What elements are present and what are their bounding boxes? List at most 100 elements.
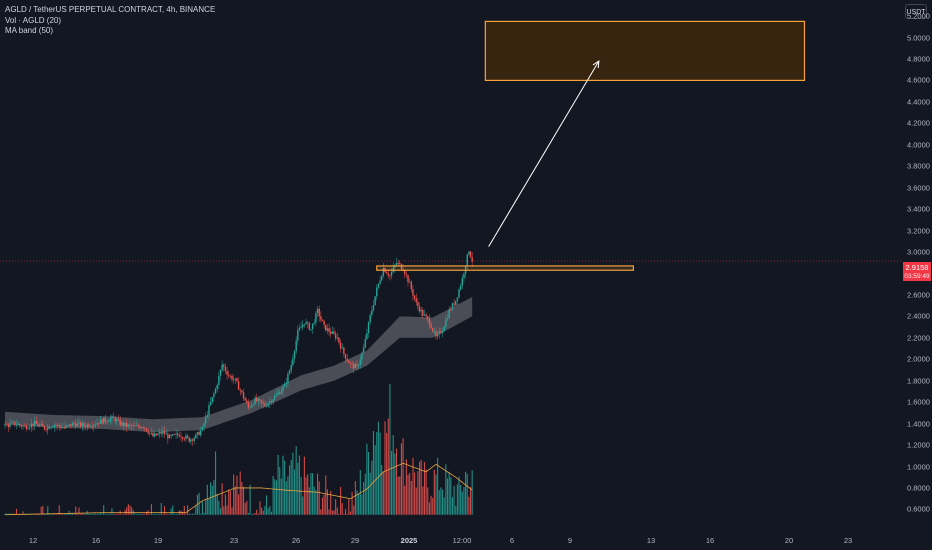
volume-bar [228,489,230,515]
candle-body [262,402,264,404]
candle-body [397,262,399,264]
candle-body [206,415,209,417]
volume-bar [351,491,353,515]
bar-countdown: 03:59:49 [904,273,930,280]
volume-bar [57,513,59,515]
volume-bar [195,506,197,515]
candle-body [218,375,220,386]
volume-bar [392,434,394,515]
volume-bar [213,479,215,515]
price-tick-label: 2.6000 [907,290,930,300]
volume-bar [215,451,217,515]
candle-body [79,422,82,427]
candle-body [246,400,248,403]
price-tick-label: 1.2000 [907,440,930,450]
candle-body [53,425,56,428]
chart-legend: AGLD / TetherUS PERPETUAL CONTRACT, 4h, … [5,5,215,37]
ma-band-indicator-label[interactable]: MA band (50) [5,26,54,35]
volume-bar [348,498,350,515]
volume-indicator-label[interactable]: Vol · AGLD (20) [5,15,62,25]
volume-bar [40,506,42,515]
volume-bar [244,502,246,515]
candle-body [251,405,253,408]
volume-bar [461,491,463,515]
volume-bar [62,513,64,515]
volume-bar [154,513,156,515]
candle-body [377,283,380,288]
candle-body [134,425,136,427]
volume-bar [190,513,192,515]
volume-bar [117,513,120,515]
volume-bar [242,486,245,515]
volume-bar [114,513,116,515]
candle-body [408,281,411,283]
candle-body [104,417,107,422]
candle-body [326,328,329,331]
volume-bar [361,494,363,515]
volume-bar [353,505,355,515]
volume-bars [4,384,473,515]
volume-bar [418,461,421,515]
volume-bar [129,505,131,515]
volume-bar [282,455,284,515]
volume-bar [323,494,325,515]
volume-bar [155,513,157,515]
volume-bar [177,513,179,515]
volume-bar [159,513,161,515]
volume-bar [300,476,302,515]
candle-body [157,433,159,436]
volume-bar [200,513,202,515]
candle-body [129,424,131,426]
volume-bar [254,513,256,515]
time-tick-label: 16 [705,536,715,545]
volume-bar [387,418,389,515]
candle-body [422,309,424,316]
candle-body [175,433,177,435]
candle-body [260,400,263,403]
symbol-title[interactable]: AGLD / TetherUS PERPETUAL CONTRACT, 4h, … [5,5,216,14]
volume-bar [48,513,50,515]
target-zone [484,20,806,81]
candle-body [315,312,317,323]
candle-body [333,331,335,334]
volume-bar [50,513,52,515]
volume-bar [297,462,299,515]
candle-body [389,275,391,277]
volume-bar [409,472,411,515]
candle-body [357,364,360,366]
candle-body [249,407,251,408]
volume-bar [231,507,233,515]
volume-bar [127,504,129,515]
candle-body [405,274,408,276]
candle-body [167,433,169,439]
currency-button[interactable]: USDT [905,4,927,19]
volume-bar [272,476,274,515]
volume-bar [233,474,235,515]
candle-body [323,321,325,325]
candle-body [162,430,164,434]
price-tick-label: 1.8000 [907,376,930,386]
candle-body [369,314,371,323]
volume-bar [239,471,241,515]
candle-body [213,393,215,398]
price-tick-label: 0.8000 [907,483,930,493]
candle-body [277,392,279,395]
candle-body [239,389,241,391]
candle-body [354,364,357,369]
candle-body [198,432,200,436]
candle-body [91,426,93,428]
candle-body [24,425,26,427]
price-tick-label: 4.0000 [907,140,930,150]
candle-body [348,360,350,364]
volume-bar [285,481,287,515]
candle-body [334,333,337,339]
volume-bar [321,497,324,515]
volume-bar [52,513,54,515]
volume-bar [65,513,67,515]
candle-body [423,314,426,316]
volume-bar [302,496,304,515]
volume-bar [7,513,9,515]
candle-body [376,287,378,297]
volume-bar [400,443,402,515]
